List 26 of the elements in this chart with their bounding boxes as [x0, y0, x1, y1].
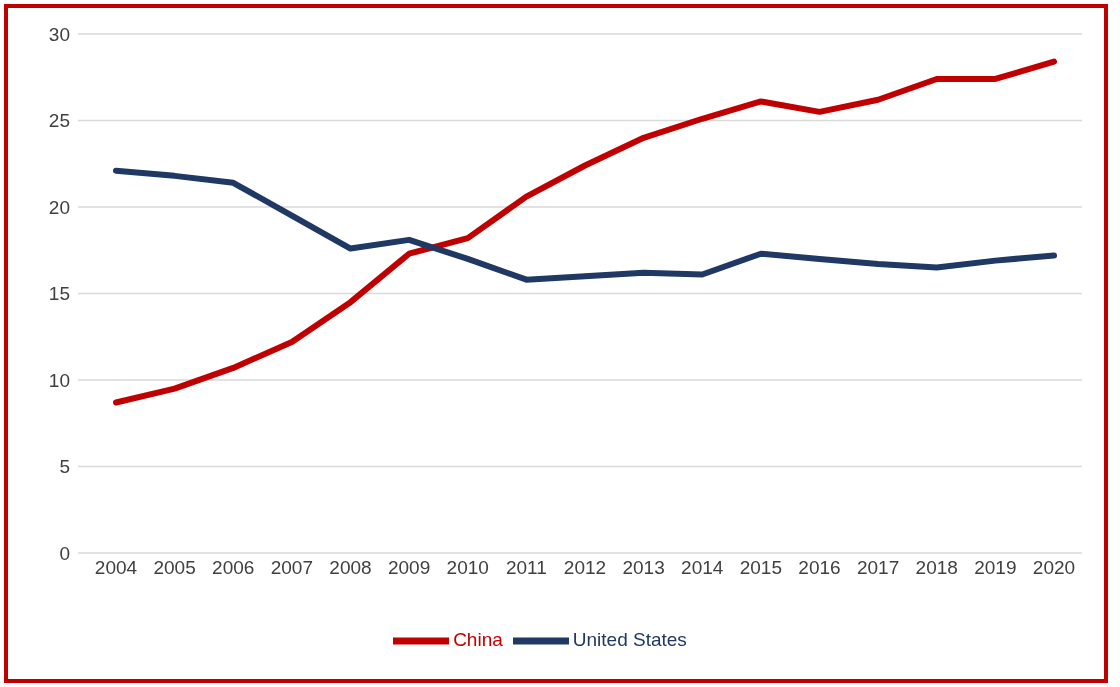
y-tick-label: 10 — [48, 369, 70, 391]
x-tick-label: 2011 — [505, 557, 547, 579]
y-tick-label: 30 — [48, 23, 70, 45]
x-tick-label: 2005 — [153, 557, 196, 579]
y-tick-label: 5 — [59, 456, 70, 478]
x-tick-label: 2007 — [270, 557, 314, 579]
x-tick-label: 2015 — [739, 557, 783, 579]
x-tick-label: 2012 — [563, 557, 607, 579]
x-tick-label: 2009 — [387, 557, 431, 579]
x-tick-label: 2018 — [915, 557, 958, 579]
y-tick-label: 25 — [48, 110, 70, 132]
x-tick-label: 2013 — [622, 557, 665, 579]
legend-label: United States — [572, 629, 687, 651]
x-tick-label: 2017 — [856, 557, 900, 579]
y-tick-label: 20 — [48, 196, 70, 218]
x-tick-label: 2019 — [974, 557, 1017, 579]
y-tick-label: 0 — [59, 542, 70, 564]
x-tick-label: 2020 — [1032, 557, 1076, 579]
x-tick-label: 2008 — [329, 557, 372, 579]
legend-label: China — [453, 629, 503, 651]
x-tick-label: 2014 — [681, 557, 724, 579]
x-tick-label: 2004 — [94, 557, 138, 579]
x-tick-label: 2016 — [798, 557, 841, 579]
x-tick-label: 2010 — [446, 557, 489, 579]
x-tick-label: 2006 — [212, 557, 255, 579]
y-tick-label: 15 — [48, 283, 70, 305]
